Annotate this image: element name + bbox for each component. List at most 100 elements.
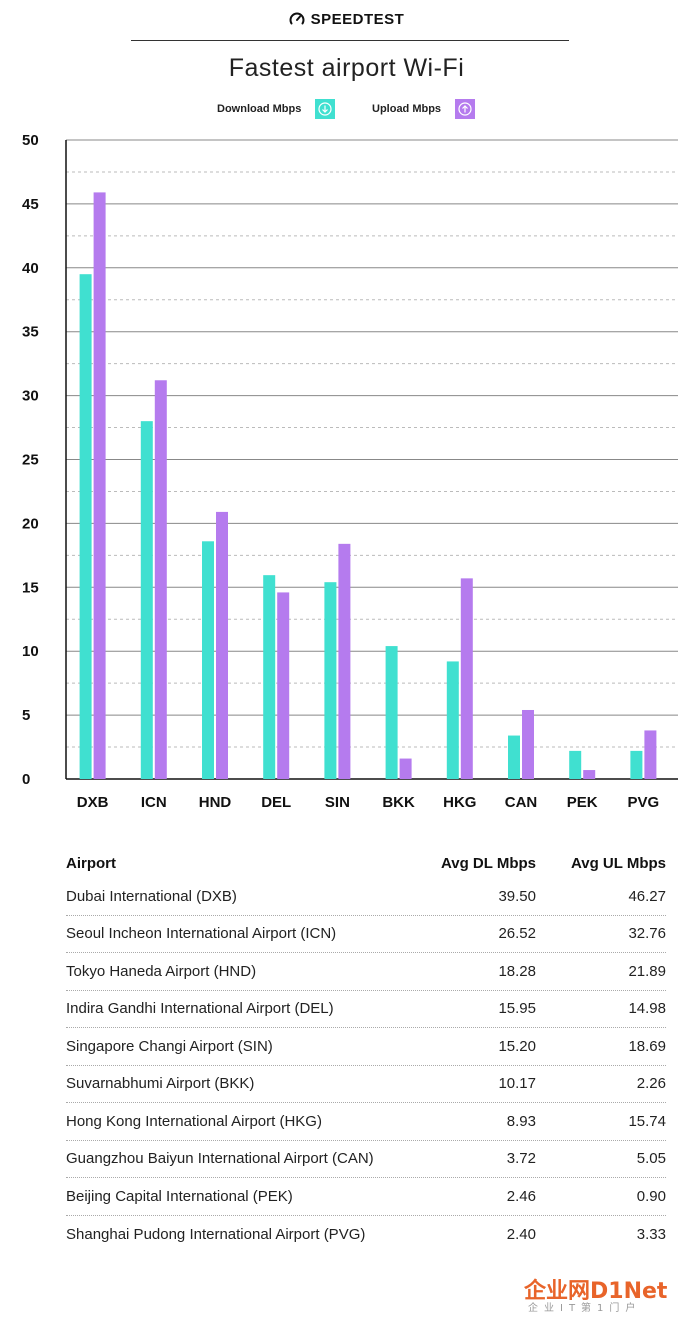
arrow-down-circle-icon [315,99,336,119]
bar-download-bkk [385,646,398,779]
cell-dl: 39.50 [498,887,536,905]
table-row: Indira Gandhi International Airport (DEL… [66,991,666,1028]
bar-download-hkg [446,661,459,779]
bar-upload-hkg [460,578,473,779]
bar-upload-dxb [93,192,106,779]
y-tick-label: 20 [22,515,39,532]
y-tick-label: 45 [22,196,39,213]
x-tick-label: DEL [261,794,291,811]
bar-chart: 0 5 10 15 20 25 30 35 40 45 50 DXB ICN HND DEL SIN BKK HK… [22,132,678,811]
cell-airport: Singapore Changi Airport (SIN) [66,1037,273,1055]
x-tick-label: BKK [382,794,415,811]
watermark: 企业网D1Net 企业IT第1门户 [524,1273,689,1314]
cell-airport: Suvarnabhumi Airport (BKK) [66,1075,255,1093]
cell-ul: 0.90 [636,1187,666,1205]
y-tick-label: 15 [22,579,39,596]
legend-item-download: Download Mbps [217,97,336,121]
cell-airport: Tokyo Haneda Airport (HND) [66,962,257,980]
y-tick-label: 40 [22,260,39,277]
legend-label-download: Download Mbps [217,103,302,115]
speedometer-icon [289,12,305,25]
table-header: Airport Avg DL Mbps Avg UL Mbps [66,848,666,878]
cell-dl: 2.46 [506,1187,536,1205]
y-tick-label: 25 [22,452,39,469]
table-row: Dubai International (DXB) 39.50 46.27 [66,878,666,916]
table-row: Suvarnabhumi Airport (BKK) 10.17 2.26 [66,1066,666,1103]
legend-item-upload: Upload Mbps [372,97,476,121]
bar-download-del [263,575,276,779]
table-row: Hong Kong International Airport (HKG) 8.… [66,1103,666,1141]
x-tick-label: ICN [141,794,167,811]
bar-download-dxb [79,274,92,779]
bar-upload-sin [338,543,351,779]
x-tick-label: PEK [567,794,598,811]
bar-upload-del [277,592,290,779]
bar-upload-pek [583,770,596,779]
x-tick-label: HND [199,794,232,811]
cell-ul: 32.76 [628,925,666,943]
table-row: Shanghai Pudong International Airport (P… [66,1216,666,1254]
cell-ul: 18.69 [628,1037,666,1055]
cell-airport: Indira Gandhi International Airport (DEL… [66,1000,334,1018]
x-tick-label: DXB [77,794,109,811]
header-avg-ul: Avg UL Mbps [570,854,666,872]
bar-upload-hnd [216,511,228,779]
cell-ul: 14.98 [628,1000,666,1018]
table-row: Tokyo Haneda Airport (HND) 18.28 21.89 [66,953,666,991]
cell-ul: 2.26 [636,1075,666,1093]
cell-dl: 8.93 [506,1112,536,1130]
brand-name: SPEEDTEST [310,10,405,28]
brand-header: SPEEDTEST [0,8,693,30]
cell-dl: 10.17 [498,1075,536,1093]
chart-title: Fastest airport Wi-Fi [228,54,465,82]
y-tick-label: 10 [22,643,39,660]
table-row: Seoul Incheon International Airport (ICN… [66,916,666,953]
cell-dl: 18.28 [498,962,536,980]
header-avg-dl: Avg DL Mbps [440,854,536,872]
table-row: Guangzhou Baiyun International Airport (… [66,1141,666,1178]
cell-dl: 26.52 [498,925,536,943]
bar-download-hnd [202,541,214,779]
bar-download-sin [324,582,337,779]
y-tick-label: 35 [22,324,39,341]
bar-upload-can [522,709,534,779]
table-body: Dubai International (DXB) 39.50 46.27 Se… [66,878,666,1253]
y-tick-label: 5 [22,707,30,724]
x-tick-label: SIN [325,794,350,811]
watermark-main: 企业网D1Net [524,1279,668,1304]
chart-legend: Download Mbps Upload Mbps [0,97,693,121]
table-row: Beijing Capital International (PEK) 2.46… [66,1178,666,1216]
y-tick-label: 0 [22,771,30,788]
table-row: Singapore Changi Airport (SIN) 15.20 18.… [66,1028,666,1066]
bar-upload-bkk [399,758,412,779]
bar-download-can [508,735,520,779]
x-tick-label: CAN [505,794,538,811]
cell-airport: Beijing Capital International (PEK) [66,1187,293,1205]
x-tick-label: HKG [443,794,476,811]
cell-dl: 15.95 [498,1000,536,1018]
cell-ul: 15.74 [628,1112,666,1130]
cell-dl: 2.40 [506,1225,536,1243]
cell-dl: 15.20 [498,1037,536,1055]
bar-download-pvg [630,750,643,779]
bar-upload-icn [154,380,167,779]
watermark-sub: 企业IT第1门户 [528,1303,642,1314]
results-table: Airport Avg DL Mbps Avg UL Mbps Dubai In… [66,848,666,1253]
y-tick-label: 50 [22,132,39,149]
y-tick-label: 30 [22,388,39,405]
cell-airport: Shanghai Pudong International Airport (P… [66,1225,366,1243]
cell-ul: 3.33 [636,1225,666,1243]
cell-ul: 21.89 [628,962,666,980]
header-airport: Airport [66,854,116,872]
cell-airport: Hong Kong International Airport (HKG) [66,1112,322,1130]
bar-download-pek [569,750,582,779]
cell-airport: Dubai International (DXB) [66,887,237,905]
header-divider [131,40,569,41]
x-tick-label: PVG [628,794,660,811]
cell-ul: 46.27 [628,887,666,905]
arrow-up-circle-icon [455,99,476,119]
bar-download-icn [140,421,153,779]
cell-ul: 5.05 [636,1150,666,1168]
cell-dl: 3.72 [506,1150,536,1168]
cell-airport: Guangzhou Baiyun International Airport (… [66,1150,374,1168]
